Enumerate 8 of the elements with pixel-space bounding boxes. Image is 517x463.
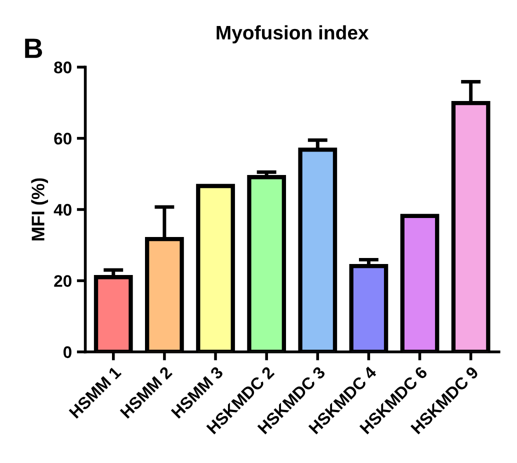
y-tick-label: 80 [54, 62, 72, 74]
y-tick-label: 60 [54, 132, 72, 145]
y-tick-label: 20 [54, 275, 72, 287]
y-axis-title: MFI (%) [31, 178, 48, 240]
y-tick-label: 40 [54, 204, 72, 216]
chart-title: Myofusion index [216, 25, 369, 44]
y-tick-label: 0 [64, 346, 72, 358]
text: B [25, 38, 42, 58]
